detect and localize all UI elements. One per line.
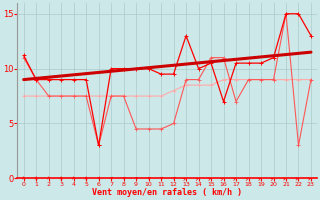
X-axis label: Vent moyen/en rafales ( km/h ): Vent moyen/en rafales ( km/h ) [92,188,242,197]
